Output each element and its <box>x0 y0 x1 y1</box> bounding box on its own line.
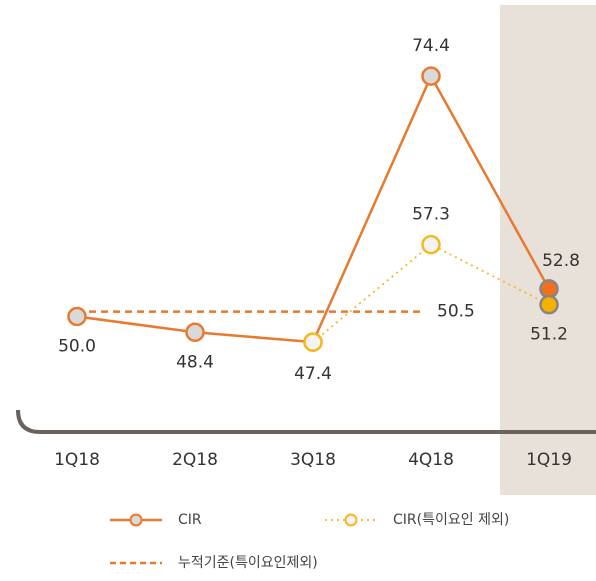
data-label: 74.4 <box>412 36 450 56</box>
x-tick-label: 3Q18 <box>290 450 336 470</box>
series-line <box>76 73 551 344</box>
point <box>67 306 87 327</box>
point <box>303 332 323 352</box>
point <box>539 279 559 299</box>
legend-label: CIR <box>178 512 202 528</box>
point <box>185 322 205 343</box>
data-label: 57.3 <box>412 205 450 225</box>
reference-label: 50.5 <box>437 302 475 322</box>
point <box>539 294 559 315</box>
series-line <box>312 243 550 343</box>
data-label: 48.4 <box>176 352 214 372</box>
point <box>421 234 441 255</box>
highlight-band <box>500 5 596 495</box>
x-tick-label: 4Q18 <box>408 450 454 470</box>
data-label: 51.2 <box>530 325 568 345</box>
legend-marker <box>129 513 143 527</box>
data-label: 47.4 <box>294 364 332 384</box>
x-tick-label: 1Q19 <box>526 450 572 470</box>
point <box>421 66 441 86</box>
x-tick-label: 1Q18 <box>54 450 100 470</box>
x-tick-label: 2Q18 <box>172 450 218 470</box>
data-label: 50.0 <box>58 337 96 357</box>
x-axis <box>16 409 596 434</box>
legend-marker <box>344 513 358 527</box>
legend-label: CIR(특이요인 제외) <box>393 512 509 528</box>
data-label: 52.8 <box>542 251 580 271</box>
legend-label: 누적기준(특이요인제외) <box>178 555 318 571</box>
